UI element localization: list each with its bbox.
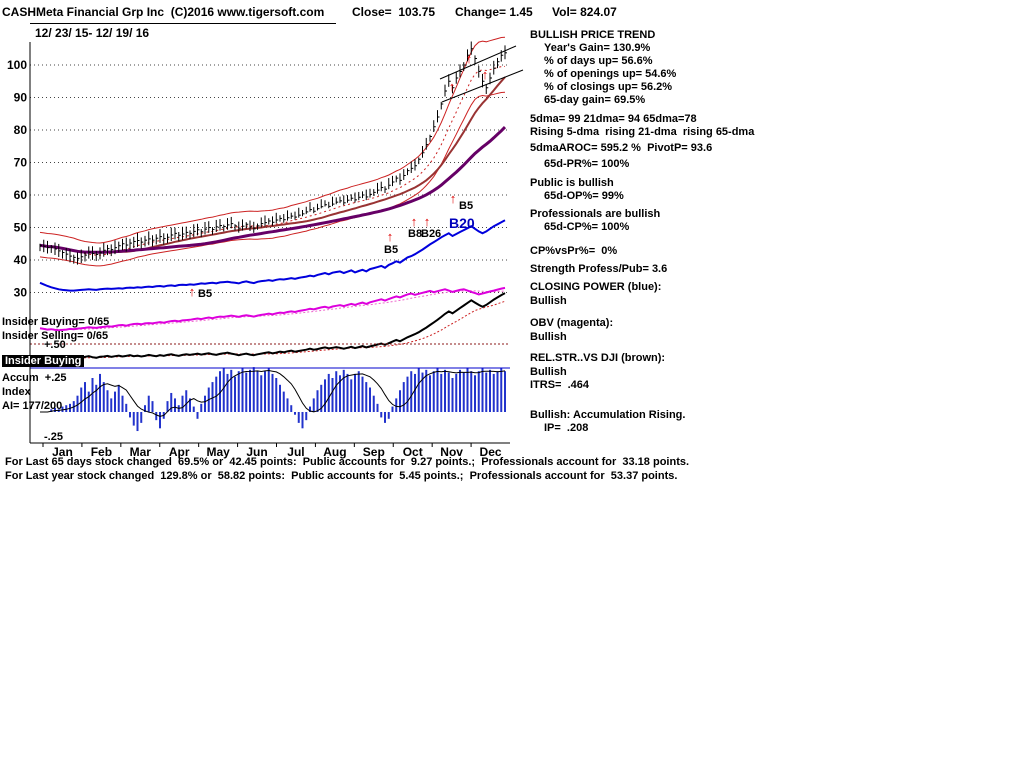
pct-openings-up: % of openings up= 54.6% [544, 68, 677, 80]
svg-text:↑: ↑ [482, 67, 489, 82]
svg-text:↑: ↑ [424, 214, 431, 229]
insider-selling-count: Insider Selling= 0/65 [2, 330, 109, 342]
svg-text:70: 70 [14, 156, 28, 170]
cp-vs-pr: CP%vsPr%= 0% [530, 245, 618, 257]
volume-value: Vol= 824.07 [552, 5, 617, 19]
closing-power-status: Bullish [530, 295, 567, 307]
obv-status: Bullish [530, 331, 567, 343]
closing-power-heading: CLOSING POWER (blue): [530, 281, 662, 293]
footer-line2: For Last year stock changed 129.8% or 58… [5, 470, 678, 482]
rel-str-line [39, 292, 506, 361]
svg-text:Jan: Jan [52, 445, 73, 459]
svg-text:↑: ↑ [387, 229, 394, 244]
cp-65d: 65d-CP%= 100% [544, 221, 630, 233]
change-value: Change= 1.45 [455, 5, 533, 19]
pr-65d: 65d-PR%= 100% [544, 158, 630, 170]
aroc-pivot: 5dmaAROC= 595.2 % PivotP= 93.6 [530, 142, 713, 154]
accum-index-histogram [30, 343, 510, 432]
svg-text:Oct: Oct [403, 445, 423, 459]
svg-text:30: 30 [14, 286, 28, 300]
obv-heading: OBV (magenta): [530, 317, 614, 329]
chart-title: Meta Financial Grp Inc (C)2016 www.tiger… [36, 5, 325, 19]
svg-text:B8: B8 [408, 228, 422, 240]
svg-text:Sep: Sep [363, 445, 385, 459]
svg-text:↑: ↑ [449, 79, 456, 94]
svg-text:B5: B5 [384, 244, 398, 256]
svg-text:Feb: Feb [91, 445, 112, 459]
accum-plus50-label: +.50 [44, 339, 66, 351]
insider-buying-count: Insider Buying= 0/65 [2, 316, 110, 328]
trend-lines [439, 45, 524, 103]
pct-days-up: % of days up= 56.6% [544, 55, 653, 67]
accumulation-status: Bullish: Accumulation Rising. [530, 409, 686, 421]
date-range: 12/ 23/ 15- 12/ 19/ 16 [35, 26, 150, 40]
header-underline [30, 23, 336, 24]
op-65d: 65d-OP%= 99% [544, 190, 624, 202]
svg-text:↑: ↑ [450, 191, 457, 206]
footer-line1: For Last 65 days stock changed 69.5% or … [5, 456, 690, 468]
itrs-value: ITRS= .464 [530, 379, 590, 391]
price-gridlines: 100 90 80 70 60 50 40 30 [7, 58, 510, 300]
svg-text:Nov: Nov [440, 445, 463, 459]
svg-text:B26: B26 [421, 228, 441, 240]
svg-text:Jul: Jul [287, 445, 304, 459]
ai-reading: AI= 177/200 [2, 400, 63, 412]
time-axis: Jan Feb Mar Apr May Jun Jul Aug Sep Oct Nov Dec [29, 42, 510, 459]
svg-text:↑: ↑ [411, 214, 418, 229]
ticker-symbol: CASH [2, 5, 37, 19]
strength-ratio: Strength Profess/Pub= 3.6 [530, 263, 668, 275]
years-gain: Year's Gain= 130.9% [544, 42, 651, 54]
pct-closings-up: % of closings up= 56.2% [544, 81, 673, 93]
svg-text:B5: B5 [198, 288, 212, 300]
svg-text:80: 80 [14, 123, 28, 137]
svg-text:↑: ↑ [189, 284, 196, 299]
price-trend-status: BULLISH PRICE TREND [530, 29, 656, 41]
svg-text:40: 40 [14, 253, 28, 267]
price-bars [39, 41, 507, 265]
svg-text:50: 50 [14, 221, 28, 235]
dma-values: 5dma= 99 21dma= 94 65dma=78 [530, 113, 697, 125]
obv-line [39, 286, 506, 332]
svg-text:↑: ↑ [466, 51, 473, 66]
relstr-status: Bullish [530, 366, 567, 378]
svg-text:Mar: Mar [130, 445, 152, 459]
svg-text:60: 60 [14, 188, 28, 202]
svg-text:Jun: Jun [246, 445, 267, 459]
svg-text:Apr: Apr [169, 445, 190, 459]
analysis-panel: BULLISH PRICE TREND Year's Gain= 130.9% … [530, 29, 1010, 435]
ip-value: IP= .208 [544, 422, 589, 434]
gain-65day: 65-day gain= 69.5% [544, 94, 646, 106]
accum-index-label: Index [2, 386, 31, 398]
insider-buying-flag: Insider Buying [2, 355, 85, 367]
svg-text:B5: B5 [459, 200, 473, 212]
svg-text:B20: B20 [449, 215, 475, 231]
svg-text:Aug: Aug [323, 445, 346, 459]
svg-text:Dec: Dec [480, 445, 502, 459]
closing-power-line [39, 219, 506, 292]
accum-minus25-label: -.25 [44, 431, 63, 443]
public-sentiment: Public is bullish [530, 177, 614, 189]
svg-text:May: May [206, 445, 230, 459]
relstr-heading: REL.STR..VS DJI (brown): [530, 352, 666, 364]
svg-text:100: 100 [7, 58, 27, 72]
close-value: Close= 103.75 [352, 5, 436, 19]
svg-text:90: 90 [14, 91, 28, 105]
accum-plus25-label: Accum +.25 [2, 372, 67, 384]
dma-trend: Rising 5-dma rising 21-dma rising 65-dma [530, 126, 755, 138]
professional-sentiment: Professionals are bullish [530, 208, 661, 220]
